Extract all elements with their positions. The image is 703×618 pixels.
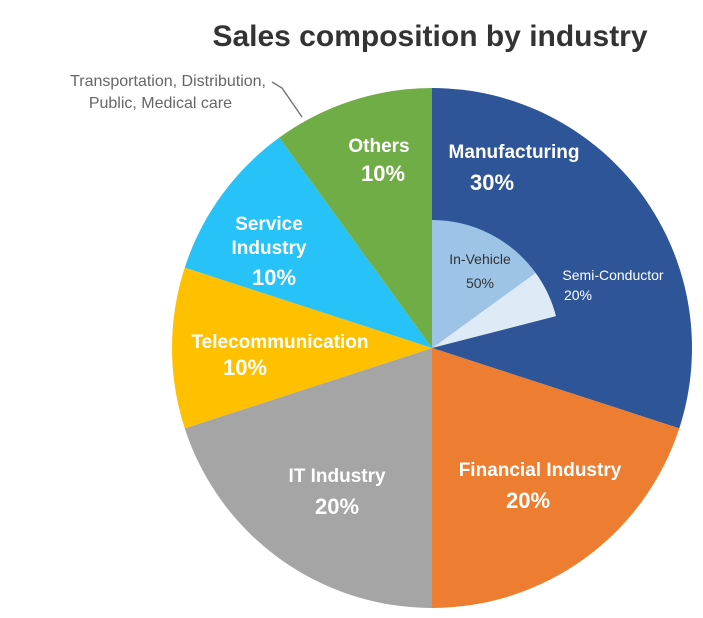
slice-others — [279, 88, 432, 348]
slice-service — [184, 137, 432, 348]
sub-label-semi: Semi-Conductor — [562, 267, 663, 283]
value-financial: 20% — [506, 488, 550, 513]
slice-it — [184, 348, 432, 608]
sub-label-in_vehicle: In-Vehicle — [449, 251, 511, 267]
label-telecom: Telecommunication — [191, 332, 368, 353]
sub-slice-semi — [432, 272, 556, 348]
others-annotation-line-2: Public, Medical care — [89, 95, 232, 112]
sub-slice-in_vehicle — [432, 220, 536, 348]
slice-telecom — [172, 267, 433, 429]
others-annotation-leader — [271, 81, 303, 118]
sub-breakdown-layer — [432, 220, 556, 348]
others-annotation-line-1: Transportation, Distribution, — [70, 73, 266, 90]
value-telecom: 10% — [223, 355, 267, 380]
labels-layer: Manufacturing 30% Financial Industry 20% IT … — [191, 136, 663, 519]
annotation-layer: Transportation, Distribution, Public, Me… — [70, 73, 303, 118]
label-manufacturing: Manufacturing — [449, 142, 580, 163]
slices-layer — [172, 88, 692, 608]
value-service: 10% — [252, 265, 296, 290]
slice-manufacturing — [432, 88, 692, 429]
label-it: IT Industry — [288, 466, 386, 487]
sub-value-semi: 20% — [564, 287, 592, 303]
label-financial: Financial Industry — [459, 460, 622, 481]
chart-title: Sales composition by industry — [212, 20, 647, 53]
value-others: 10% — [361, 161, 405, 186]
label-service-line-1: Service — [235, 214, 303, 235]
value-it: 20% — [315, 494, 359, 519]
slice-financial — [432, 348, 680, 608]
label-others: Others — [348, 136, 409, 157]
sub-value-in_vehicle: 50% — [466, 275, 494, 291]
label-service-line-2: Industry — [232, 238, 307, 259]
value-manufacturing: 30% — [470, 170, 514, 195]
